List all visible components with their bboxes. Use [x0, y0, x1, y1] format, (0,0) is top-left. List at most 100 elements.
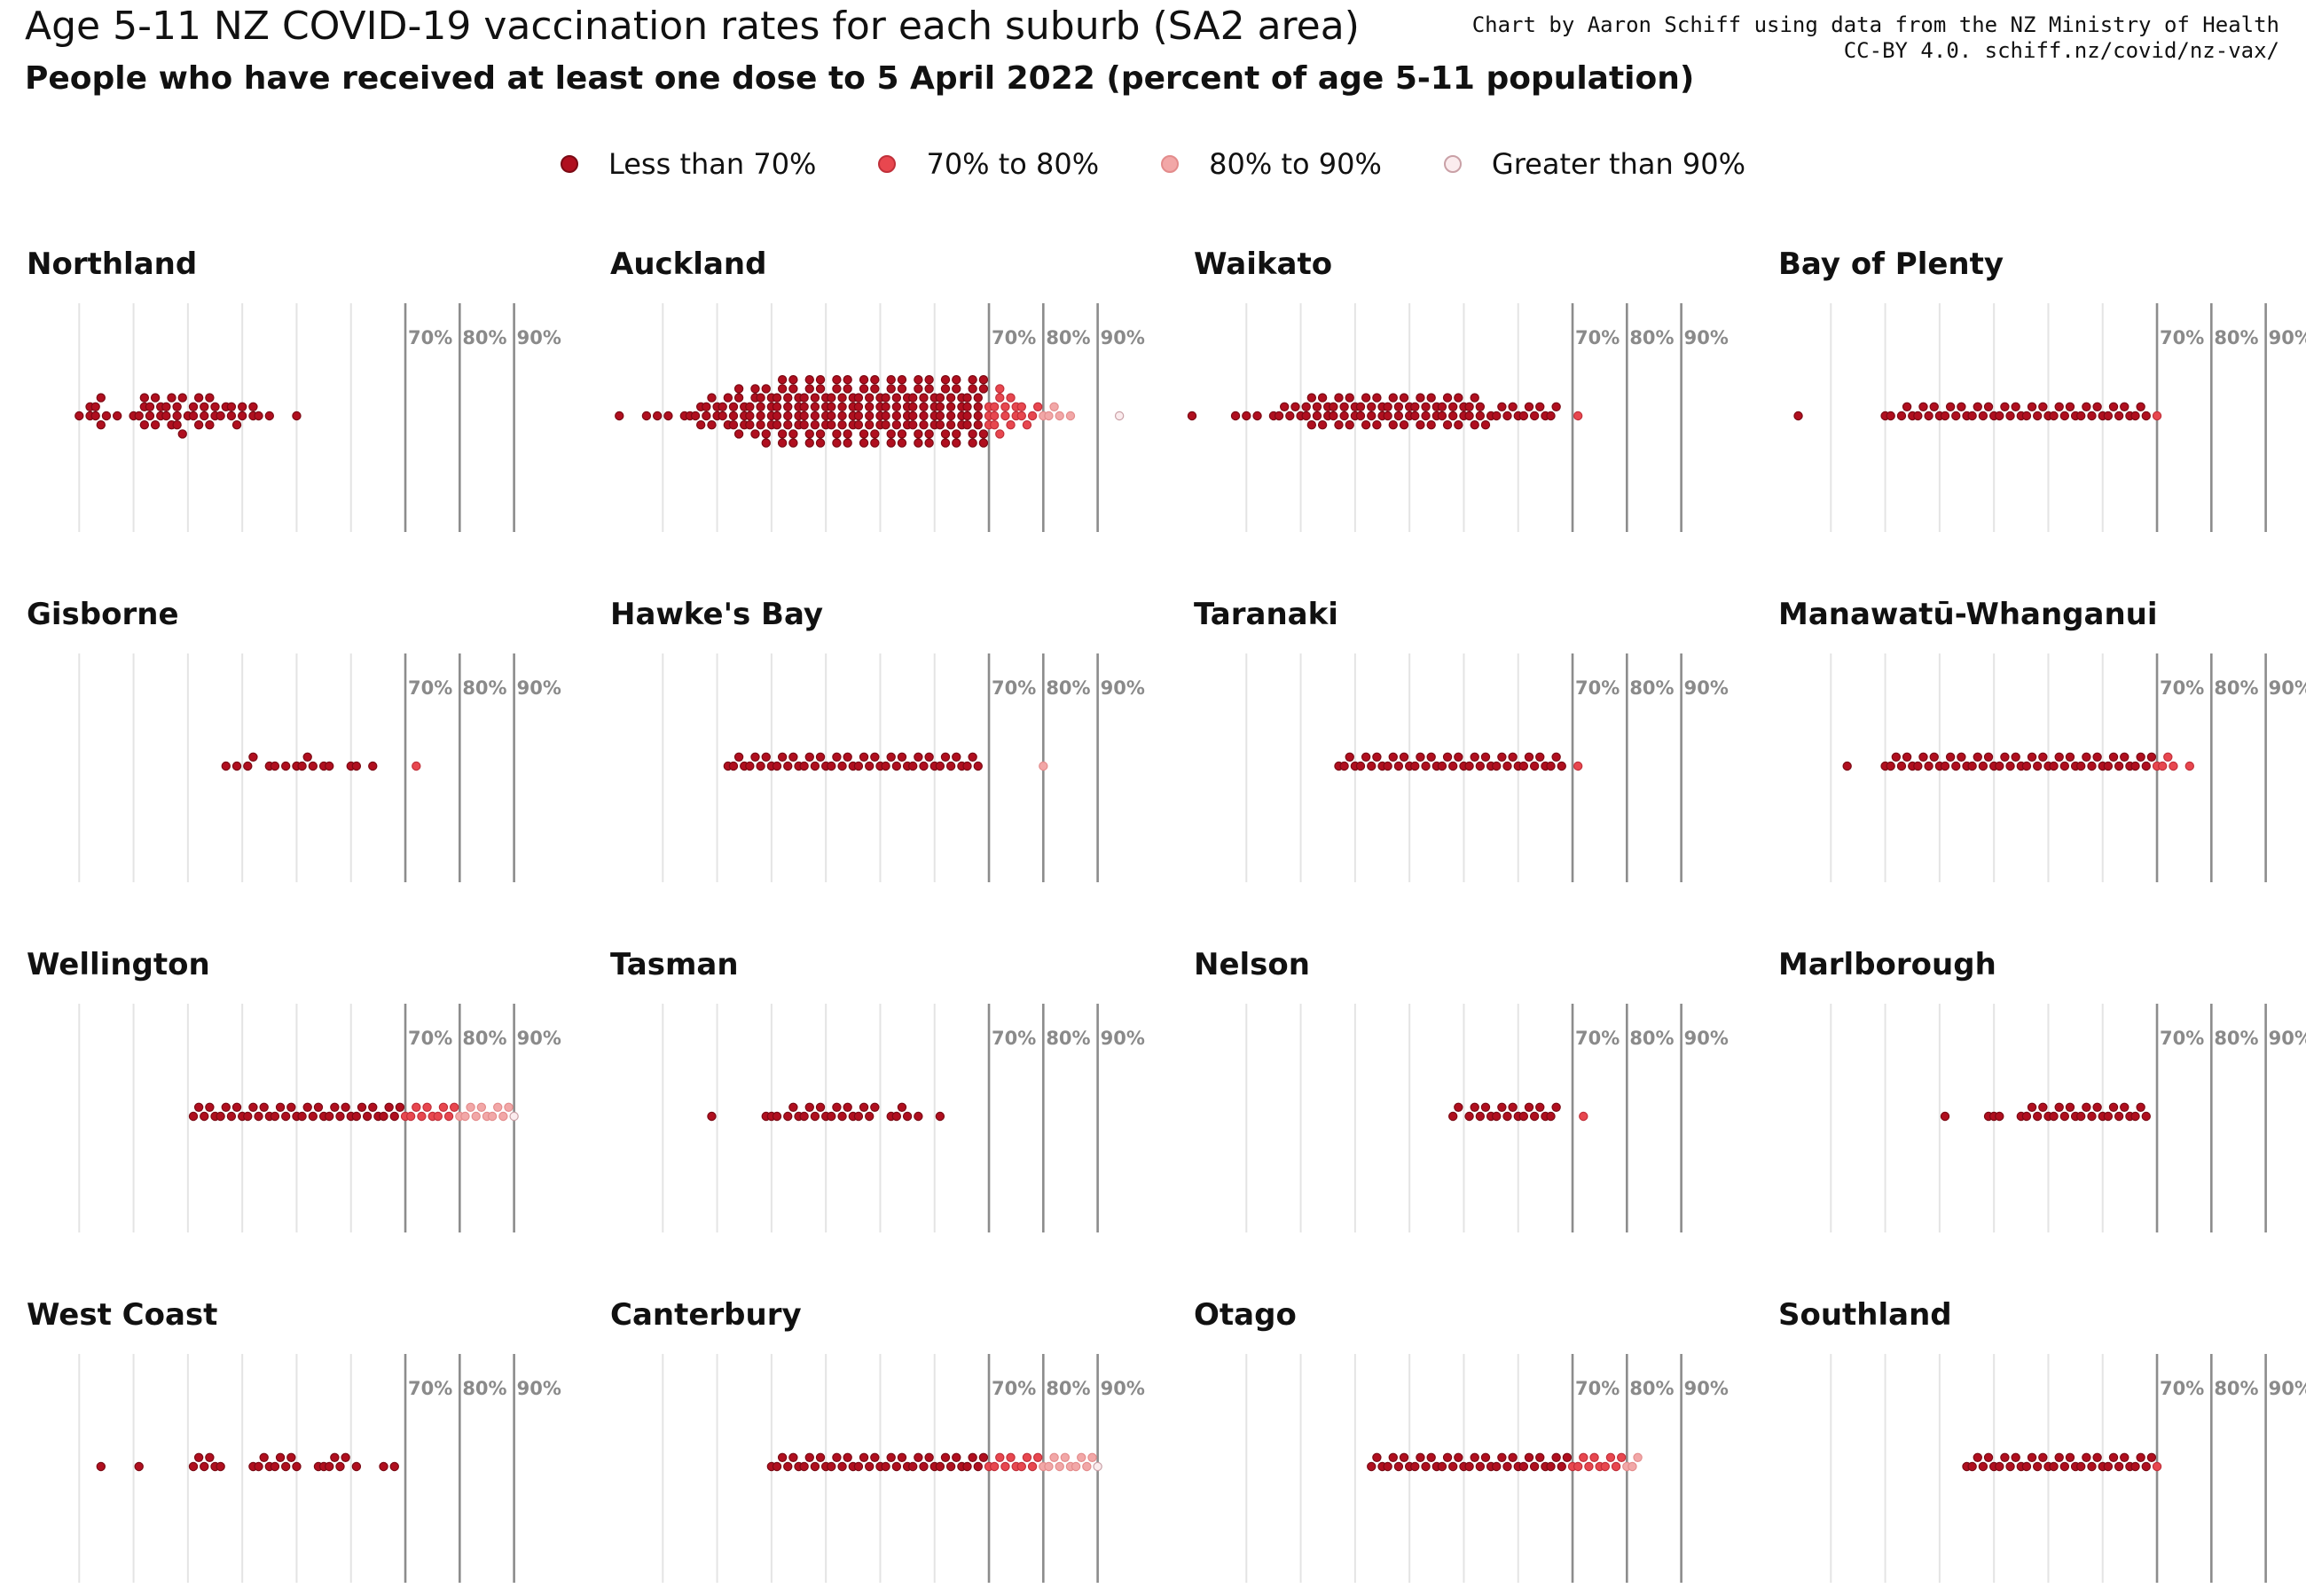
data-point	[2103, 411, 2114, 421]
data-point	[210, 402, 220, 411]
data-point	[1242, 411, 1251, 421]
data-point	[772, 402, 782, 411]
data-point	[1551, 1452, 1561, 1463]
legend-item-greater-90: Greater than 90%	[1443, 147, 1745, 181]
data-point	[2114, 1111, 2124, 1122]
data-point	[1279, 402, 1290, 411]
data-point	[1060, 1452, 1071, 1463]
data-point	[2152, 1461, 2162, 1472]
panel-nelson: 70% 80% 90%	[1245, 1004, 1729, 1232]
data-point	[2103, 761, 2114, 771]
data-point	[723, 393, 733, 403]
data-point	[837, 761, 847, 771]
data-point	[2087, 1461, 2097, 1472]
data-point	[509, 1111, 519, 1122]
panel-southland: 70% 80% 90%	[1830, 1354, 2306, 1583]
data-point	[2141, 1461, 2151, 1472]
data-point	[1957, 402, 1966, 411]
data-point	[493, 1102, 503, 1113]
data-point	[438, 1102, 449, 1113]
data-point	[1573, 411, 1583, 421]
data-point	[1426, 752, 1436, 763]
data-point	[799, 1461, 809, 1472]
data-point	[1416, 752, 1425, 763]
data-point	[1470, 393, 1479, 403]
data-point	[362, 1111, 373, 1122]
reference-label-90: 90%	[1684, 327, 1729, 348]
data-point	[1114, 411, 1125, 421]
data-point	[1399, 1452, 1409, 1463]
data-point	[270, 761, 280, 771]
data-point	[804, 384, 814, 394]
data-point	[226, 411, 237, 421]
data-point	[914, 375, 923, 385]
reference-label-80: 80%	[462, 677, 506, 699]
data-point	[1978, 411, 1988, 421]
data-point	[935, 761, 945, 771]
data-point	[859, 1452, 869, 1463]
data-point	[254, 411, 263, 421]
reference-label-90: 90%	[1101, 1378, 1145, 1399]
data-point	[1464, 761, 1474, 771]
data-point	[804, 752, 814, 763]
data-point	[1301, 411, 1311, 421]
data-point	[1924, 761, 1933, 771]
data-point	[853, 1461, 864, 1472]
data-point	[864, 761, 875, 771]
data-point	[1437, 761, 1447, 771]
data-point	[718, 411, 727, 421]
reference-label-90: 90%	[2269, 1378, 2306, 1399]
legend-item-less-70: Less than 70%	[560, 147, 816, 181]
data-point	[2103, 1461, 2114, 1472]
data-point	[302, 1102, 312, 1113]
data-point	[1388, 393, 1398, 403]
data-point	[810, 393, 820, 403]
data-point	[989, 402, 1000, 411]
legend-swatch-80-90	[1161, 155, 1180, 173]
data-point	[2038, 752, 2048, 763]
data-point	[226, 402, 237, 411]
data-point	[810, 420, 820, 430]
data-point	[908, 393, 918, 403]
data-point	[853, 420, 864, 430]
data-point	[2000, 752, 2010, 763]
data-point	[745, 761, 755, 771]
data-point	[1383, 761, 1392, 771]
data-point	[897, 1452, 907, 1463]
data-point	[1447, 1111, 1458, 1122]
data-point	[815, 752, 826, 763]
data-point	[2032, 411, 2043, 421]
data-point	[1497, 752, 1507, 763]
data-point	[924, 429, 934, 439]
reference-label-70: 70%	[1575, 1378, 1620, 1399]
reference-label-70: 70%	[1575, 1028, 1620, 1049]
data-point	[1611, 1461, 1621, 1472]
data-point	[1372, 1452, 1382, 1463]
data-point	[200, 1461, 209, 1472]
data-point	[827, 761, 836, 771]
data-point	[777, 438, 788, 448]
data-point	[2027, 1452, 2037, 1463]
data-point	[870, 752, 880, 763]
data-point	[750, 429, 760, 439]
data-point	[412, 1102, 421, 1113]
data-point	[1032, 402, 1043, 411]
data-point	[843, 375, 852, 385]
data-point	[2076, 761, 2086, 771]
data-point	[1492, 411, 1502, 421]
data-point	[2082, 1452, 2091, 1463]
data-point	[891, 761, 902, 771]
data-point	[1557, 761, 1566, 771]
data-point	[2005, 411, 2015, 421]
data-point	[1027, 1461, 1038, 1472]
data-point	[1393, 1461, 1404, 1472]
data-point	[243, 1111, 253, 1122]
data-point	[881, 393, 890, 403]
data-point	[2087, 761, 2097, 771]
chart-subtitle: People who have received at least one do…	[25, 60, 1695, 97]
data-point	[973, 420, 983, 430]
data-point	[968, 384, 977, 394]
data-point	[832, 1102, 842, 1113]
data-point	[177, 429, 187, 439]
data-point	[968, 429, 977, 439]
